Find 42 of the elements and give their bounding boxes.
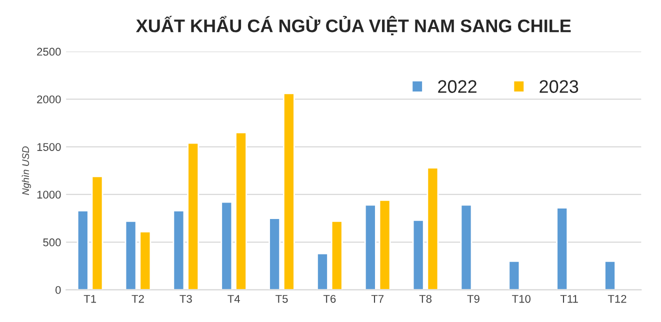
bar [330, 220, 343, 290]
y-tick-label: 1000 [37, 190, 61, 199]
bar [76, 210, 89, 290]
x-tick-label: T5 [276, 295, 288, 303]
bar [282, 92, 295, 290]
bar [235, 132, 247, 290]
x-tick-label: T8 [419, 294, 432, 303]
x-tick-label: T10 [512, 294, 531, 303]
bar [378, 200, 391, 290]
bar [124, 220, 137, 290]
bar [268, 218, 281, 290]
y-tick-label: 500 [43, 238, 61, 246]
x-tick-label: T3 [180, 294, 192, 303]
bar [412, 220, 424, 290]
chart-title: XUẤT KHẨU CÁ NGỪ CỦA VIỆT NAM SANG CHILE [136, 16, 571, 36]
x-tick-label: T4 [228, 295, 240, 303]
y-axis-title: Nghìn USD [22, 146, 31, 195]
x-tick-label: T1 [84, 295, 96, 303]
x-tick-label: T6 [323, 294, 336, 303]
y-tick-label: 2000 [37, 95, 61, 104]
bar [460, 204, 472, 290]
bar [604, 260, 616, 290]
legend-label: 2022 [438, 80, 476, 93]
x-tick-label: T7 [371, 295, 384, 303]
bar [220, 201, 233, 290]
bar [508, 260, 520, 290]
x-tick-label: T11 [560, 295, 578, 303]
x-tick-label: T9 [467, 294, 480, 303]
x-tick-label: T12 [608, 294, 626, 303]
bar [556, 207, 568, 290]
bar [364, 204, 376, 290]
legend-label: 2023 [540, 80, 578, 93]
y-tick-label: 0 [55, 286, 61, 294]
bar [187, 142, 200, 290]
x-tick-label: T2 [132, 294, 144, 303]
bar [91, 176, 104, 290]
bar [139, 230, 152, 290]
bar [172, 210, 185, 290]
y-tick-label: 1500 [37, 143, 61, 151]
bar [316, 252, 328, 290]
bar [426, 167, 439, 290]
y-tick-label: 2500 [37, 48, 61, 56]
